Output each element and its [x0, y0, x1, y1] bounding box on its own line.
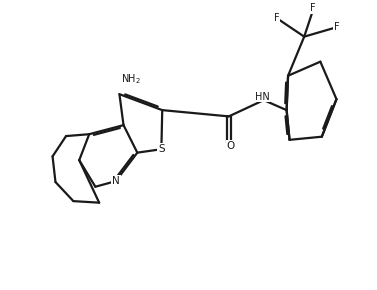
Text: F: F — [274, 13, 279, 23]
Text: F: F — [334, 22, 339, 32]
Text: F: F — [310, 3, 316, 13]
Text: HN: HN — [255, 92, 270, 102]
Text: N: N — [112, 176, 120, 186]
Text: O: O — [226, 141, 234, 151]
Text: S: S — [158, 144, 165, 154]
Text: NH$_2$: NH$_2$ — [121, 72, 141, 86]
